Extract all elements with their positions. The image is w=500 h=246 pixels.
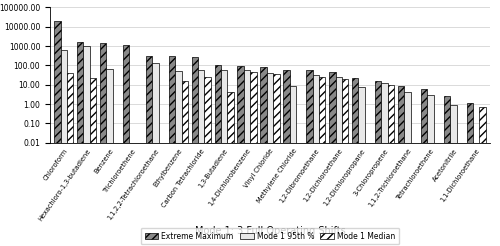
Bar (90, 78, 96, 246)
Bar (260, 67, 267, 246)
Bar (228, 92, 234, 246)
Bar (192, 57, 198, 246)
Bar (152, 62, 158, 246)
Bar (427, 95, 434, 246)
Bar (358, 87, 365, 246)
Bar (77, 42, 84, 246)
Bar (444, 96, 450, 246)
Bar (214, 64, 221, 246)
Bar (450, 105, 456, 246)
Bar (67, 73, 73, 246)
Bar (312, 76, 319, 246)
Bar (284, 70, 290, 246)
Bar (398, 86, 404, 246)
Bar (175, 71, 182, 246)
Bar (168, 56, 175, 246)
Bar (221, 70, 228, 246)
Bar (238, 66, 244, 246)
Bar (336, 77, 342, 246)
Bar (319, 77, 326, 246)
X-axis label: Mode 1: 3 Full Operating Shifts: Mode 1: 3 Full Operating Shifts (194, 226, 346, 236)
Bar (204, 77, 211, 246)
Bar (267, 73, 273, 246)
Bar (106, 69, 113, 246)
Bar (388, 85, 394, 246)
Bar (306, 70, 312, 246)
Bar (60, 50, 67, 246)
Legend: Extreme Maximum, Mode 1 95th %, Mode 1 Median: Extreme Maximum, Mode 1 95th %, Mode 1 M… (141, 228, 399, 244)
Bar (273, 74, 280, 246)
Bar (352, 78, 358, 246)
Bar (290, 86, 296, 246)
Bar (244, 70, 250, 246)
Bar (198, 70, 204, 246)
Bar (182, 81, 188, 246)
Bar (421, 89, 427, 246)
Bar (375, 81, 382, 246)
Bar (480, 107, 486, 246)
Bar (84, 46, 90, 246)
Bar (404, 92, 410, 246)
Bar (342, 79, 348, 246)
Bar (100, 43, 106, 246)
Bar (250, 72, 256, 246)
Bar (146, 56, 152, 246)
Bar (382, 83, 388, 246)
Bar (466, 103, 473, 246)
Bar (123, 45, 130, 246)
Bar (329, 72, 336, 246)
Bar (54, 21, 60, 246)
